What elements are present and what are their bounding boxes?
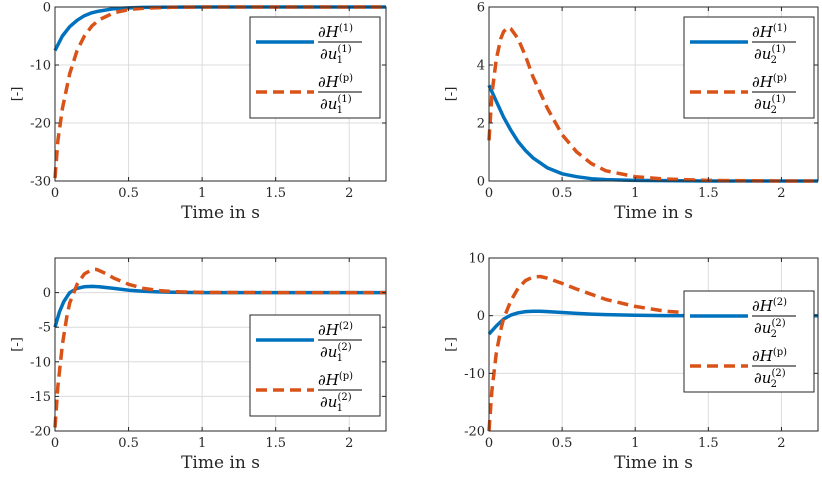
y-axis-label: [-] [10,87,25,102]
x-tick-label: 0.5 [118,436,139,451]
y-tick-label: 0 [477,175,485,190]
chart-1: 0 0.5 1 1.5 2 -30 -20 -10 0 Time in s [-] ∂H(1) ∂u(1… [10,1,387,223]
x-axis-label: Time in s [181,203,260,223]
y-tick-label: -15 [30,390,51,405]
y-tick-label: -5 [38,321,51,336]
axes-box [488,257,819,432]
series-line-2 [487,25,818,183]
y-tick-label: 4 [477,59,485,74]
chart-2: 0 0.5 1 1.5 2 0 2 4 6 Time in s [-] ∂H(1) ∂u(1) 2 ∂H(p… [444,1,819,223]
x-tick-label: 0.5 [552,436,573,451]
x-tick-label: 0 [51,186,59,201]
x-tick-label: 1.5 [265,436,286,451]
axes-box [488,6,819,182]
x-tick-label: 0 [485,436,493,451]
y-tick-label: 0 [43,1,51,16]
series-line-1 [53,284,386,328]
x-tick-label: 0 [485,186,493,201]
y-tick-label: 10 [468,252,485,267]
x-tick-label: 1 [631,186,639,201]
y-tick-label: 0 [477,309,485,324]
y-axis-label: [-] [444,87,459,102]
legend-denominator: ∂u(2) 2 [754,368,786,390]
legend-numerator: ∂H(2) [752,297,787,315]
x-axis-label: Time in s [614,203,693,223]
x-tick-label: 1 [198,436,206,451]
legend-box [683,16,815,119]
legend-numerator: ∂H(p) [752,73,787,91]
x-tick-label: 2 [777,436,785,451]
y-axis-label: [-] [10,337,25,352]
chart-3: 0 0.5 1 1.5 2 -20 -15 -10 -5 0 Time in s [-] ∂H(2) ∂u… [10,257,387,473]
x-axis-label: Time in s [614,453,693,473]
x-tick-label: 1.5 [698,186,719,201]
y-tick-label: -10 [30,59,51,74]
x-tick-label: 2 [345,436,353,451]
y-tick-label: -10 [30,355,51,370]
legend-denominator: ∂u(1) 1 [320,94,352,116]
x-tick-label: 0.5 [552,186,573,201]
legend-box [249,16,381,119]
legend-denominator: ∂u(1) 2 [754,94,786,116]
x-axis-label: Time in s [181,453,260,473]
legend-numerator: ∂H(1) [752,23,787,41]
y-tick-label: -20 [464,425,485,440]
x-tick-label: 0.5 [118,186,139,201]
y-tick-label: -30 [30,175,51,190]
x-tick-label: 1 [631,436,639,451]
y-tick-label: -20 [30,425,51,440]
x-tick-label: 2 [345,186,353,201]
legend-numerator: ∂H(p) [752,347,787,365]
x-tick-label: 1.5 [265,186,286,201]
series-line-2 [53,267,386,428]
axes-box [54,257,387,432]
legend: ∂H(2) ∂u(2) 1 ∂H(p) ∂u(2) 1 [249,314,381,417]
y-tick-label: 2 [477,117,485,132]
legend-denominator: ∂u(1) 1 [320,44,352,66]
legend-numerator: ∂H(p) [318,73,353,91]
x-tick-label: 2 [777,186,785,201]
legend-denominator: ∂u(1) 2 [754,44,786,66]
axes-box [54,6,387,182]
y-tick-label: 6 [477,1,485,16]
y-tick-label: 0 [43,286,51,301]
legend-numerator: ∂H(1) [318,23,353,41]
legend: ∂H(2) ∂u(2) 2 ∂H(p) ∂u(2) 2 [683,290,815,393]
legend-denominator: ∂u(2) 1 [320,392,352,414]
legend-box [249,314,381,417]
y-tick-label: -10 [464,367,485,382]
x-tick-label: 1 [198,186,206,201]
legend-numerator: ∂H(p) [318,371,353,389]
legend-denominator: ∂u(2) 2 [754,318,786,340]
x-tick-label: 1.5 [698,436,719,451]
chart-4: 0 0.5 1 1.5 2 -20 -10 0 10 Time in s [-] ∂H(2) ∂u(2)… [444,252,819,473]
legend-denominator: ∂u(2) 1 [320,342,352,364]
legend: ∂H(1) ∂u(1) 1 ∂H(p) ∂u(1) 1 [249,16,381,119]
series-line-1 [487,309,818,336]
y-tick-label: -20 [30,117,51,132]
legend: ∂H(1) ∂u(1) 2 ∂H(p) ∂u(1) 2 [683,16,815,119]
legend-box [683,290,815,393]
x-tick-label: 0 [51,436,59,451]
y-axis-label: [-] [444,337,459,352]
legend-numerator: ∂H(2) [318,321,353,339]
